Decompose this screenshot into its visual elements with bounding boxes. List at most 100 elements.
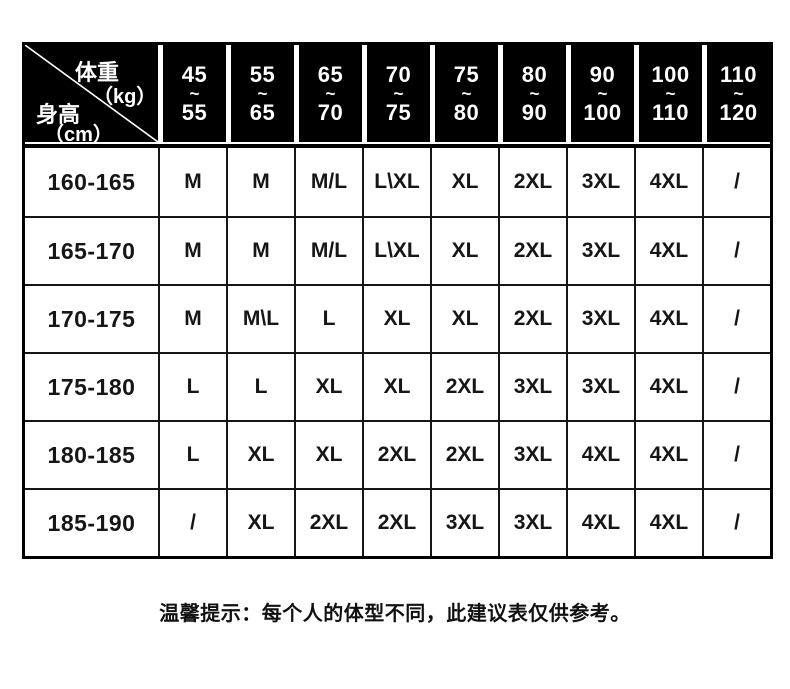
weight-range-to: 120 xyxy=(719,100,758,125)
weight-range-from: 110 xyxy=(720,62,757,87)
table-row: 180-185 L XL XL 2XL 2XL 3XL 4XL 4XL / xyxy=(25,420,770,488)
range-tilde: ~ xyxy=(597,84,608,103)
weight-range-from: 70 xyxy=(385,62,412,87)
size-cell: L xyxy=(158,354,226,420)
size-cell: 3XL xyxy=(566,286,634,352)
table-row: 175-180 L L XL XL 2XL 3XL 3XL 4XL / xyxy=(25,352,770,420)
height-axis-label: 身高 xyxy=(36,102,81,127)
size-cell: / xyxy=(702,218,770,284)
size-cell: 2XL xyxy=(498,218,566,284)
table-header-row: 体重 （kg） 身高 （cm） 45 ~55 55 ~65 65 ~70 70 ~75 75 ~8… xyxy=(25,45,770,144)
size-cell: / xyxy=(702,422,770,488)
weight-range-header: 70 ~75 xyxy=(362,45,430,142)
table-row: 160-165 M M M/L L\XL XL 2XL 3XL 4XL / xyxy=(25,148,770,216)
weight-range-header: 65 ~70 xyxy=(294,45,362,142)
size-cell: 2XL xyxy=(430,354,498,420)
footer-note: 温馨提示：每个人的体型不同，此建议表仅供参考。 xyxy=(159,603,631,625)
size-cell: / xyxy=(702,286,770,352)
weight-range-from: 100 xyxy=(651,62,690,87)
weight-range-from: 90 xyxy=(589,62,616,87)
height-range-cell: 180-185 xyxy=(47,441,136,468)
size-cell: L\XL xyxy=(362,148,430,216)
height-range-cell: 160-165 xyxy=(47,168,136,195)
weight-range-from: 65 xyxy=(317,62,344,87)
height-range-cell: 170-175 xyxy=(47,305,136,332)
range-tilde: ~ xyxy=(461,84,472,103)
size-cell: / xyxy=(702,148,770,216)
size-cell: M xyxy=(226,218,294,284)
weight-range-to: 70 xyxy=(317,100,344,125)
size-cell: XL xyxy=(294,354,362,420)
weight-range-to: 80 xyxy=(453,100,480,125)
size-cell: XL xyxy=(362,354,430,420)
height-range-cell: 175-180 xyxy=(47,373,136,400)
diagonal-divider-line xyxy=(25,45,158,142)
size-cell: XL xyxy=(430,148,498,216)
weight-range-header: 55 ~65 xyxy=(226,45,294,142)
weight-range-header: 100 ~110 xyxy=(634,45,702,142)
size-cell: 3XL xyxy=(566,354,634,420)
range-tilde: ~ xyxy=(393,84,404,103)
weight-range-to: 65 xyxy=(249,100,276,125)
size-cell: 3XL xyxy=(498,354,566,420)
size-cell: 2XL xyxy=(498,286,566,352)
size-cell: XL xyxy=(430,286,498,352)
size-cell: / xyxy=(702,490,770,556)
weight-range-to: 75 xyxy=(385,100,412,125)
size-cell: 4XL xyxy=(634,490,702,556)
height-range-cell: 185-190 xyxy=(47,509,136,536)
height-axis-unit: （cm） xyxy=(44,124,113,142)
size-cell: 2XL xyxy=(362,422,430,488)
size-cell: L xyxy=(226,354,294,420)
height-range-cell: 165-170 xyxy=(47,237,136,264)
size-cell: M xyxy=(158,148,226,216)
weight-range-header: 90 ~100 xyxy=(566,45,634,142)
weight-axis-label: 体重 xyxy=(75,60,120,85)
size-cell: 3XL xyxy=(566,148,634,216)
weight-range-header: 110 ~120 xyxy=(702,45,770,142)
size-cell: 4XL xyxy=(634,354,702,420)
size-cell: XL xyxy=(430,218,498,284)
weight-range-header: 80 ~90 xyxy=(498,45,566,142)
range-tilde: ~ xyxy=(325,84,336,103)
size-cell: 2XL xyxy=(498,148,566,216)
weight-range-from: 75 xyxy=(453,62,480,87)
weight-range-from: 80 xyxy=(521,62,548,87)
size-cell: M/L xyxy=(294,218,362,284)
size-cell: 3XL xyxy=(498,490,566,556)
size-cell: 4XL xyxy=(634,286,702,352)
size-cell: 4XL xyxy=(566,490,634,556)
size-cell: 2XL xyxy=(430,422,498,488)
size-cell: / xyxy=(702,354,770,420)
size-cell: 4XL xyxy=(634,148,702,216)
range-tilde: ~ xyxy=(733,84,744,103)
weight-axis-unit: （kg） xyxy=(93,86,157,108)
weight-range-to: 100 xyxy=(583,100,622,125)
size-cell: XL xyxy=(226,490,294,556)
corner-header-cell: 体重 （kg） 身高 （cm） xyxy=(25,45,158,142)
size-cell: L xyxy=(294,286,362,352)
range-tilde: ~ xyxy=(257,84,268,103)
table-body: 160-165 M M M/L L\XL XL 2XL 3XL 4XL/165-170 M M M/L… xyxy=(25,144,770,556)
size-cell: 4XL xyxy=(634,218,702,284)
size-cell: L xyxy=(158,422,226,488)
size-chart-table: 体重 （kg） 身高 （cm） 45 ~55 55 ~65 65 ~70 70 ~75 75 ~8… xyxy=(22,42,773,559)
size-cell: 3XL xyxy=(430,490,498,556)
size-cell: M xyxy=(158,218,226,284)
size-cell: XL xyxy=(294,422,362,488)
weight-range-header: 45 ~55 xyxy=(158,45,226,142)
size-cell: M xyxy=(226,148,294,216)
size-cell: / xyxy=(158,490,226,556)
weight-range-from: 45 xyxy=(181,62,208,87)
table-row: 165-170 M M M/L L\XL XL 2XL 3XL 4XL / xyxy=(25,216,770,284)
size-cell: 4XL xyxy=(634,422,702,488)
size-cell: M xyxy=(158,286,226,352)
size-cell: 3XL xyxy=(498,422,566,488)
table-row: 185-190/XL 2XL 2XL 3XL 3XL 4XL 4XL / xyxy=(25,488,770,556)
size-cell: 2XL xyxy=(362,490,430,556)
size-cell: XL xyxy=(226,422,294,488)
weight-range-to: 90 xyxy=(521,100,548,125)
size-cell: 3XL xyxy=(566,218,634,284)
size-cell: M\L xyxy=(226,286,294,352)
size-cell: 2XL xyxy=(294,490,362,556)
